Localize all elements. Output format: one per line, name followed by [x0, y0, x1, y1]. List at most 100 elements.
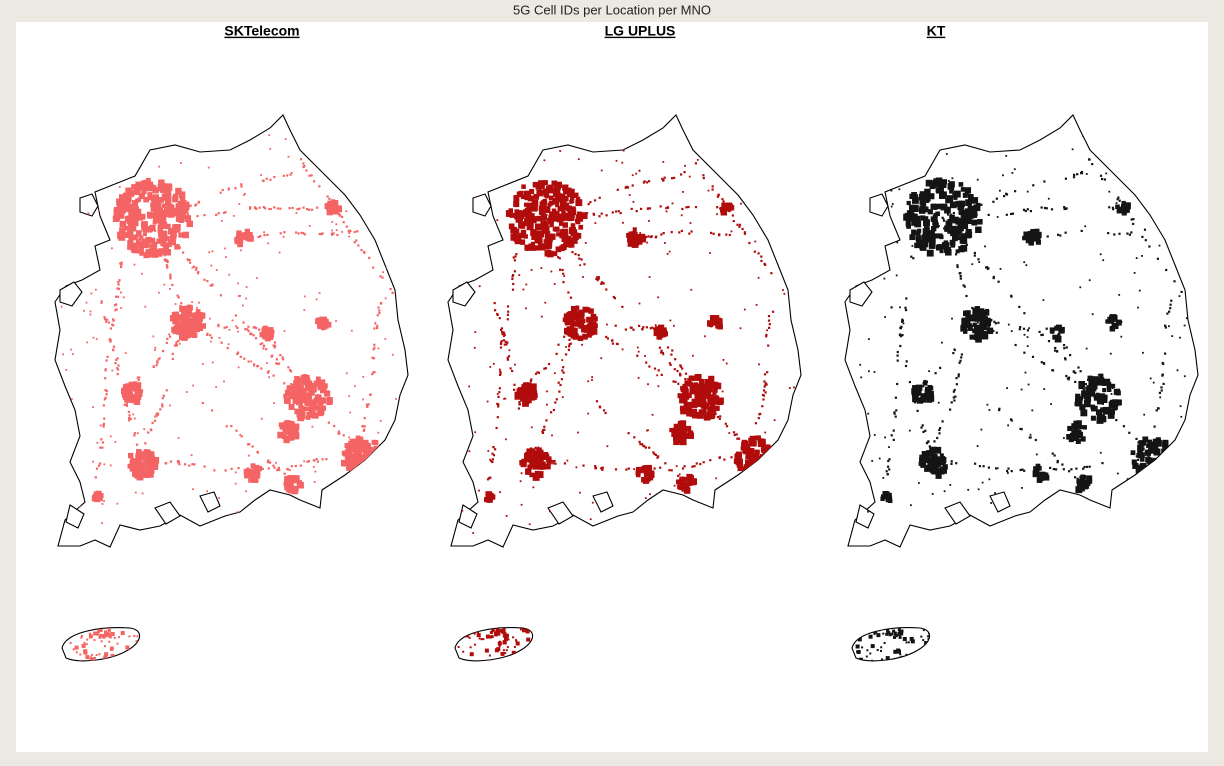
cell-dot [928, 395, 935, 402]
cell-dot [977, 219, 983, 225]
cell-dot [958, 246, 965, 253]
cell-dot [468, 385, 471, 388]
cell-dot [659, 466, 662, 469]
cell-dot [882, 632, 885, 635]
cell-dot [590, 319, 593, 322]
cell-dot [1102, 397, 1108, 403]
cell-dot [569, 245, 572, 248]
cell-dot [546, 241, 551, 246]
cell-dot [645, 181, 649, 184]
cell-dot [245, 236, 248, 239]
cell-dot [950, 460, 953, 463]
cell-dot [550, 211, 553, 214]
cell-dot [373, 327, 376, 330]
cell-dot [855, 644, 860, 649]
cell-dot [315, 298, 318, 301]
cell-dot [318, 185, 321, 188]
cell-dot [728, 233, 731, 237]
cell-dot [520, 461, 527, 468]
cell-dot [307, 460, 311, 463]
cell-dot [348, 235, 350, 238]
cell-dot [688, 175, 691, 178]
cell-dot [502, 634, 506, 638]
cell-dot [561, 232, 569, 239]
cell-dot [235, 429, 238, 432]
cell-dot [615, 210, 618, 213]
cell-dot [195, 203, 198, 206]
cell-dot [490, 494, 495, 500]
cell-dot [283, 472, 286, 475]
cell-dot [513, 259, 516, 262]
cell-dot [578, 224, 584, 230]
cell-dot [964, 208, 970, 213]
cell-dot [468, 450, 471, 453]
cell-dot [899, 344, 902, 348]
cell-dot [923, 194, 931, 202]
cell-dot [567, 291, 570, 294]
cell-dot [124, 225, 129, 231]
cell-dot [1112, 406, 1117, 411]
cell-dot [85, 643, 88, 646]
cell-dot [89, 656, 92, 659]
cell-dot [1028, 436, 1031, 439]
cell-dot [172, 196, 179, 203]
cell-dot [179, 307, 185, 313]
cell-dot [315, 458, 318, 461]
cell-dot [157, 412, 160, 415]
cell-dot [893, 412, 896, 415]
cell-dot [70, 398, 73, 400]
cell-dot [151, 421, 154, 425]
cell-dot [1159, 396, 1162, 399]
cell-dot [140, 453, 144, 456]
cell-dot [133, 417, 136, 420]
cell-dot [526, 223, 534, 231]
cell-dot [149, 451, 155, 457]
cell-dot [302, 206, 305, 209]
cell-dot [662, 161, 665, 163]
cell-dot [256, 364, 259, 368]
cell-dot [941, 420, 944, 423]
cell-dot [935, 472, 942, 479]
cell-dot [328, 197, 331, 200]
cell-dot [104, 377, 107, 380]
cell-dot [354, 385, 356, 387]
cell-dot [513, 383, 516, 386]
cell-dot [130, 398, 136, 403]
cell-dot [622, 221, 624, 224]
cell-dot [621, 161, 624, 164]
cell-dot [525, 217, 531, 223]
cell-dot [1061, 463, 1064, 466]
cell-dot [227, 187, 230, 190]
cell-dot [998, 407, 1001, 410]
cell-dot [183, 205, 190, 211]
cell-dot [260, 367, 263, 370]
cell-dot [96, 441, 99, 444]
cell-dot [157, 358, 160, 361]
cell-dot [174, 303, 177, 305]
cell-dot [643, 180, 646, 183]
cell-dot [868, 634, 873, 639]
cell-dot [972, 205, 975, 208]
cell-dot [692, 354, 694, 357]
cell-dot [348, 460, 355, 467]
cell-dot [320, 412, 323, 415]
cell-dot [290, 465, 293, 468]
cell-dot [131, 234, 138, 241]
cell-dot [675, 465, 678, 467]
cell-dot [556, 232, 561, 237]
cell-dot [1019, 468, 1022, 472]
cell-dot [1064, 177, 1067, 180]
cell-dot [143, 252, 150, 259]
cell-dot [680, 173, 683, 176]
cell-dot [541, 199, 548, 206]
cell-dot [361, 425, 364, 428]
cell-dot [660, 233, 663, 236]
cell-dot [600, 467, 603, 470]
cell-dot [128, 209, 135, 215]
cell-dot [500, 328, 503, 331]
cell-dot [1118, 294, 1121, 296]
cell-dot [586, 324, 589, 327]
cell-dot [718, 234, 721, 237]
cell-dot [924, 225, 930, 231]
cell-dot [65, 369, 68, 371]
